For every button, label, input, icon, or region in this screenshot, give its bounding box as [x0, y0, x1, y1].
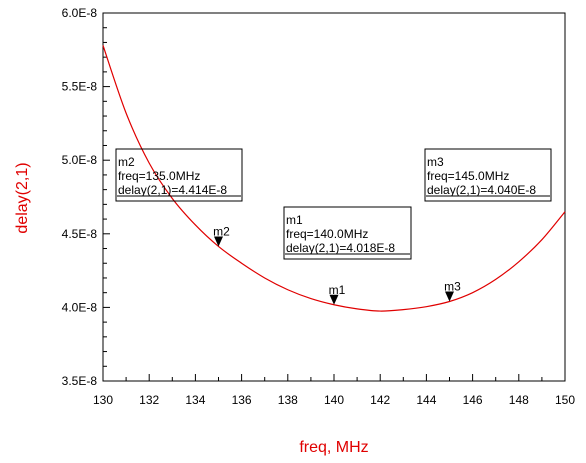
marker-readouts: m1freq=140.0MHzdelay(2,1)=4.018E-8m2freq…: [115, 148, 552, 260]
marker-m3-arrow: [445, 291, 454, 302]
y-axis-ticks: 3.5E-8 4.0E-8 4.5E-8 5.0E-8 5.5E-8 6.0E-8: [62, 6, 110, 388]
x-tick-label: 132: [139, 393, 159, 407]
x-tick-label: 140: [324, 393, 344, 407]
marker-m1-arrow: [329, 294, 339, 305]
delay-series-line: [102, 45, 566, 312]
x-tick-label: 148: [509, 393, 529, 407]
marker-m1-name: m1: [329, 283, 346, 297]
marker-m2-arrow: [214, 236, 223, 247]
x-axis-title: freq, MHz: [299, 439, 368, 456]
y-tick-label: 4.5E-8: [62, 227, 98, 241]
y-tick-label: 3.5E-8: [62, 374, 98, 388]
readout-m2-line: delay(2,1)=4.414E-8: [118, 183, 227, 197]
x-tick-label: 144: [416, 393, 436, 407]
x-tick-label: 138: [278, 393, 298, 407]
markers-layer: m1 m2 m3: [213, 224, 461, 305]
readout-m3-line: m3: [427, 155, 444, 169]
plot-frame: [102, 12, 566, 382]
x-tick-label: 142: [370, 393, 390, 407]
readout-m1-box: [283, 206, 412, 260]
readout-m1-line: freq=140.0MHz: [286, 227, 368, 241]
x-axis-ticks: 130 132 134 136 138 140 142 144 146 148 150: [93, 374, 575, 407]
marker-m3-name: m3: [444, 280, 461, 294]
y-tick-label: 6.0E-8: [62, 6, 98, 20]
readout-m1-line: m1: [286, 213, 303, 227]
readout-m3-line: freq=145.0MHz: [427, 169, 509, 183]
readout-m2-line: m2: [118, 155, 135, 169]
readout-m1-line: delay(2,1)=4.018E-8: [286, 241, 395, 255]
marker-m2-name: m2: [213, 224, 230, 238]
x-tick-label: 136: [232, 393, 252, 407]
readout-m2-line: freq=135.0MHz: [118, 169, 200, 183]
x-tick-label: 134: [185, 393, 205, 407]
x-tick-label: 130: [93, 393, 113, 407]
y-tick-label: 5.5E-8: [62, 80, 98, 94]
readout-m3-line: delay(2,1)=4.040E-8: [427, 183, 536, 197]
x-tick-label: 146: [463, 393, 483, 407]
readout-m2-box: [115, 148, 243, 202]
y-axis-title: delay(2,1): [14, 162, 31, 233]
y-tick-label: 4.0E-8: [62, 300, 98, 314]
x-tick-label: 150: [555, 393, 575, 407]
readout-m3-box: [424, 148, 552, 202]
y-tick-label: 5.0E-8: [62, 153, 98, 167]
